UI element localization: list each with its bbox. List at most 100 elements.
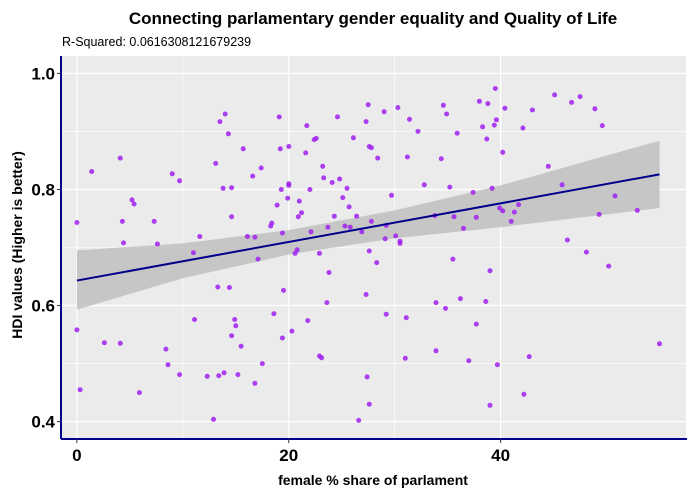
data-point: [313, 135, 319, 141]
data-point: [89, 169, 95, 174]
data-point: [235, 372, 241, 378]
data-point: [229, 214, 235, 220]
data-point: [279, 335, 285, 341]
data-point: [404, 154, 410, 160]
x-axis-title: female % share of parlament: [278, 472, 468, 488]
data-point: [356, 417, 362, 423]
regression-line: [76, 173, 660, 282]
data-point: [559, 182, 565, 188]
data-point: [606, 263, 612, 269]
data-point: [204, 373, 210, 379]
y-axis-ticks: 0.4 0.6 0.8 1.0: [31, 64, 61, 432]
data-point: [222, 111, 228, 117]
data-point: [326, 270, 332, 275]
data-point: [381, 109, 387, 115]
data-point: [296, 198, 302, 204]
data-point: [476, 98, 482, 104]
data-point: [494, 362, 500, 368]
data-point: [303, 150, 309, 156]
x-tick-label: 40: [491, 446, 510, 465]
data-point: [232, 317, 238, 322]
data-point: [473, 321, 479, 327]
data-point: [308, 229, 314, 235]
data-point: [511, 209, 517, 215]
data-point: [457, 296, 463, 302]
data-point: [101, 340, 107, 346]
data-point: [117, 340, 123, 346]
data-point: [444, 111, 450, 117]
data-point: [274, 202, 280, 208]
data-point: [121, 240, 126, 246]
data-point: [596, 211, 602, 217]
data-point: [286, 144, 292, 149]
data-point: [250, 173, 256, 179]
data-point: [213, 160, 219, 166]
data-point: [403, 315, 409, 321]
data-point: [545, 163, 551, 169]
confidence-band: [76, 140, 660, 310]
data-point: [493, 117, 499, 123]
data-point: [592, 106, 598, 112]
data-point: [216, 373, 222, 379]
data-point: [344, 185, 350, 191]
data-point: [294, 247, 300, 253]
data-point: [244, 234, 250, 239]
data-point: [521, 391, 527, 397]
data-point: [382, 236, 388, 242]
data-point: [169, 171, 175, 177]
data-point: [564, 237, 570, 243]
data-point: [552, 92, 558, 98]
data-point: [337, 176, 343, 182]
data-point: [363, 292, 369, 297]
data-point: [299, 210, 304, 216]
data-point: [433, 300, 439, 306]
data-point: [526, 354, 532, 360]
data-point: [286, 181, 292, 187]
data-point: [331, 213, 337, 219]
data-point: [285, 195, 291, 201]
data-point: [304, 123, 310, 129]
data-point: [225, 131, 231, 137]
data-point: [305, 318, 311, 324]
data-point: [276, 114, 282, 120]
data-point: [325, 224, 331, 230]
y-axis-title: HDI values (Higher is better): [9, 151, 25, 339]
data-point: [480, 124, 486, 130]
data-point: [74, 220, 80, 225]
data-point: [407, 116, 412, 122]
data-point: [438, 156, 444, 162]
data-point: [569, 99, 575, 105]
data-point: [374, 260, 380, 266]
data-point: [307, 187, 313, 192]
data-point: [154, 241, 160, 247]
chart-title: Connecting parlamentary gender equality …: [129, 9, 617, 28]
data-point: [363, 119, 369, 125]
data-point: [329, 180, 335, 185]
data-point: [368, 145, 374, 151]
data-point: [342, 223, 348, 229]
data-point: [259, 361, 265, 367]
data-point: [347, 224, 353, 230]
data-point: [375, 155, 381, 161]
data-point: [529, 107, 535, 113]
data-point: [508, 218, 514, 224]
data-point: [271, 311, 277, 317]
data-point: [383, 311, 389, 317]
x-tick-label: 0: [72, 446, 81, 465]
data-point: [221, 370, 227, 376]
data-point: [466, 358, 472, 364]
data-point: [612, 193, 618, 199]
data-point: [319, 355, 325, 361]
data-point: [500, 208, 506, 214]
data-point: [473, 214, 479, 220]
data-point: [317, 250, 322, 256]
data-point: [289, 328, 295, 334]
data-point: [278, 187, 284, 192]
data-point: [364, 374, 370, 380]
data-point: [295, 214, 301, 220]
data-point: [657, 341, 662, 347]
data-point: [461, 225, 466, 231]
data-point: [440, 102, 446, 108]
data-point: [177, 178, 183, 184]
